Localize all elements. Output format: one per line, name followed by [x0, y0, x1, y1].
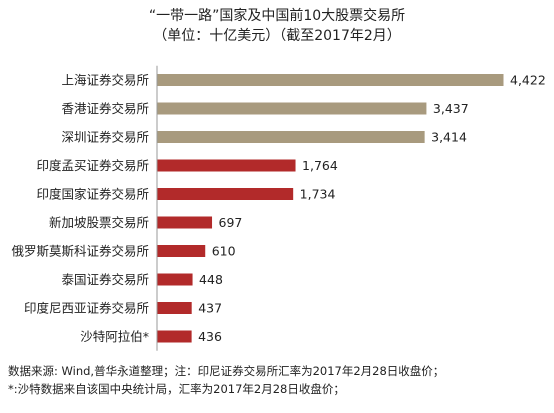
category-label: 香港证券交易所 — [61, 101, 149, 116]
value-label: 448 — [199, 272, 223, 287]
category-label: 沙特阿拉伯* — [80, 329, 149, 344]
value-label: 697 — [219, 215, 243, 230]
category-label: 印度国家证券交易所 — [36, 187, 149, 202]
bar — [157, 245, 206, 257]
bar — [157, 188, 294, 200]
bar — [157, 74, 504, 86]
category-label: 深圳证券交易所 — [61, 130, 149, 145]
category-label: 俄罗斯莫斯科证券交易所 — [11, 244, 149, 259]
category-label: 泰国证券交易所 — [61, 272, 149, 287]
value-label: 437 — [198, 301, 222, 316]
bar — [157, 330, 192, 343]
category-label: 印度尼西亚证券交易所 — [24, 301, 149, 316]
chart-subtitle: （单位：十亿美元）（截至2017年2月） — [153, 28, 401, 44]
source-note-line-2: *:沙特数据来自该国中央统计局，汇率为2017年2月28日收盘价； — [8, 382, 345, 396]
value-label: 3,414 — [431, 130, 467, 145]
source-note-line-1: 数据来源: Wind,普华永道整理；注：印尼证券交易所汇率为2017年2月28日… — [8, 364, 445, 378]
bar-chart: 上海证券交易所 4,422 香港证券交易所 3,437 深圳证券交易所 3,414 印度孟买… — [11, 65, 546, 351]
value-label: 1,734 — [300, 187, 336, 202]
category-label: 新加坡股票交易所 — [49, 215, 149, 230]
value-label: 610 — [212, 244, 236, 259]
category-label: 印度孟买证券交易所 — [36, 158, 149, 173]
chart-title: “一带一路”国家及中国前10大股票交易所 — [148, 8, 406, 24]
category-label: 上海证券交易所 — [61, 73, 149, 88]
value-label: 3,437 — [433, 101, 469, 116]
bar — [157, 302, 192, 314]
bar — [157, 159, 296, 172]
bar — [157, 273, 193, 286]
bar — [157, 216, 213, 229]
source-notes: 数据来源: Wind,普华永道整理；注：印尼证券交易所汇率为2017年2月28日… — [8, 362, 550, 398]
bars-group: 上海证券交易所 4,422 香港证券交易所 3,437 深圳证券交易所 3,414 印度孟买… — [11, 73, 545, 345]
value-label: 1,764 — [302, 158, 338, 173]
value-label: 4,422 — [510, 73, 546, 88]
value-label: 436 — [198, 329, 222, 344]
bar — [157, 131, 425, 143]
bar — [157, 102, 427, 115]
